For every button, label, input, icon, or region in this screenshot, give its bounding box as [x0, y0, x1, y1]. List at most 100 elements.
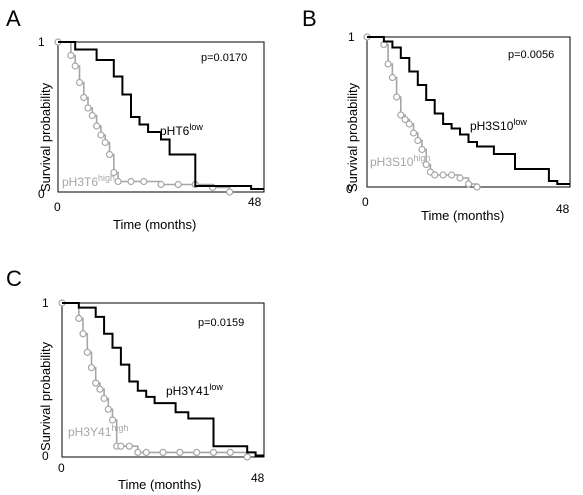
censor-marker-a — [140, 177, 148, 186]
x-axis-label-a: Time (months) — [113, 217, 196, 232]
y-tick-bottom-b: 0 — [346, 182, 353, 196]
km-curve-high-a — [58, 41, 231, 192]
censor-marker-a — [101, 138, 109, 147]
series-label-low-b-base: pH3S10 — [470, 119, 514, 133]
x-tick-left-c: 0 — [58, 461, 65, 475]
km-curve-low-c — [62, 302, 264, 457]
censor-marker-a — [80, 93, 88, 102]
series-label-high-c-sup: high — [111, 423, 128, 433]
censor-marker-b — [464, 180, 473, 188]
km-curve-low-b — [367, 36, 570, 185]
censor-marker-c — [87, 364, 96, 372]
series-label-low-b-sup: low — [513, 117, 527, 127]
censor-marker-b — [456, 174, 464, 182]
censor-marker-b — [414, 136, 422, 145]
y-tick-bottom-a: 0 — [38, 187, 45, 201]
censor-marker-b — [473, 183, 481, 191]
km-curve-low-a — [58, 41, 264, 190]
censor-marker-c — [117, 442, 125, 450]
censor-marker-c — [243, 453, 251, 461]
x-axis-label-c: Time (months) — [118, 477, 201, 492]
censor-marker-a — [174, 180, 182, 189]
y-axis-label-b: Survival probability — [345, 82, 360, 192]
series-label-high-a-base: pH3T6 — [62, 175, 98, 189]
censor-marker-b — [401, 115, 409, 124]
x-tick-right-c: 48 — [251, 471, 265, 485]
series-label-high-c-base: pH3Y41 — [68, 425, 112, 439]
y-axis-label-c: Survival probability — [38, 341, 53, 451]
p-value-a: p=0.0170 — [201, 52, 247, 64]
censor-marker-a — [88, 111, 96, 120]
censor-marker-b — [439, 171, 447, 179]
censor-marker-c — [125, 442, 133, 450]
censor-marker-a — [127, 177, 135, 186]
series-label-low-c: pH3Y41low — [166, 382, 223, 398]
panel-b: B 1 0 0 48 Survival probability Time (mo… — [302, 6, 571, 223]
censor-marker-b — [393, 93, 401, 101]
x-axis-label-b: Time (months) — [421, 208, 504, 223]
censor-marker-b — [418, 145, 426, 154]
series-label-high-a-sup: high — [98, 173, 115, 183]
censor-marker-c — [142, 448, 150, 456]
curve-group-b — [363, 33, 570, 191]
panel-letter-c: C — [6, 266, 22, 291]
censor-marker-c — [193, 448, 201, 456]
curve-group-a — [54, 38, 264, 196]
censor-marker-a — [226, 188, 234, 196]
censor-marker-c — [108, 416, 117, 424]
censor-marker-a — [105, 150, 114, 159]
series-label-high-b-sup: high — [413, 153, 430, 163]
y-tick-top-c: 1 — [42, 296, 49, 310]
series-label-low-c-sup: low — [209, 382, 223, 392]
x-tick-right-b: 48 — [556, 202, 570, 216]
censor-marker-a — [110, 168, 118, 177]
censor-marker-b — [397, 111, 405, 119]
panel-a: A 1 0 0 48 Survival probability Time (mo… — [6, 6, 265, 232]
censor-marker-a — [97, 131, 105, 139]
censor-marker-c — [104, 405, 112, 413]
censor-marker-c — [209, 448, 218, 456]
panel-letter-b: B — [302, 6, 317, 31]
censor-marker-c — [226, 448, 234, 456]
censor-marker-c — [159, 448, 167, 456]
censor-marker-b — [409, 129, 418, 137]
censor-marker-c — [100, 394, 108, 403]
y-tick-top-a: 1 — [38, 35, 45, 49]
censor-marker-b — [388, 73, 396, 82]
censor-marker-a — [75, 78, 84, 87]
series-label-low-c-base: pH3Y41 — [166, 384, 210, 398]
series-label-low-b: pH3S10low — [470, 117, 527, 133]
series-label-high-b-base: pH3S10 — [370, 155, 414, 169]
plot-frame-a — [57, 41, 265, 193]
p-value-c: p=0.0159 — [198, 317, 244, 329]
plot-frame-c — [61, 302, 265, 458]
censor-marker-c — [79, 330, 87, 338]
y-tick-bottom-c: 0 — [42, 449, 49, 463]
series-label-low-a-base: pHT6 — [160, 124, 190, 138]
censor-marker-b — [448, 171, 456, 179]
censor-marker-c — [96, 385, 104, 393]
censor-marker-b — [405, 120, 413, 128]
x-tick-left-b: 0 — [362, 195, 369, 209]
censor-marker-a — [92, 122, 101, 130]
censor-marker-b — [384, 60, 392, 68]
censor-marker-c — [75, 314, 83, 322]
censor-marker-c — [176, 448, 184, 456]
y-tick-top-b: 1 — [348, 30, 355, 44]
series-label-high-a: pH3T6high — [62, 173, 115, 189]
panel-c: C 1 0 0 48 Survival probability Time (mo… — [6, 266, 265, 492]
y-axis-label-a: Survival probability — [38, 82, 53, 192]
series-label-high-c: pH3Y41high — [68, 423, 128, 439]
panel-letter-a: A — [6, 6, 21, 31]
series-label-low-a: pHT6low — [160, 122, 203, 138]
x-tick-right-a: 48 — [248, 195, 262, 209]
x-tick-left-a: 0 — [54, 200, 61, 214]
censor-marker-a — [71, 62, 79, 70]
censor-marker-c — [92, 379, 100, 387]
censor-marker-a — [157, 180, 165, 189]
censor-marker-c — [134, 448, 142, 456]
censor-marker-b — [422, 160, 430, 169]
p-value-b: p=0.0056 — [508, 49, 554, 61]
censor-marker-b — [431, 171, 439, 179]
